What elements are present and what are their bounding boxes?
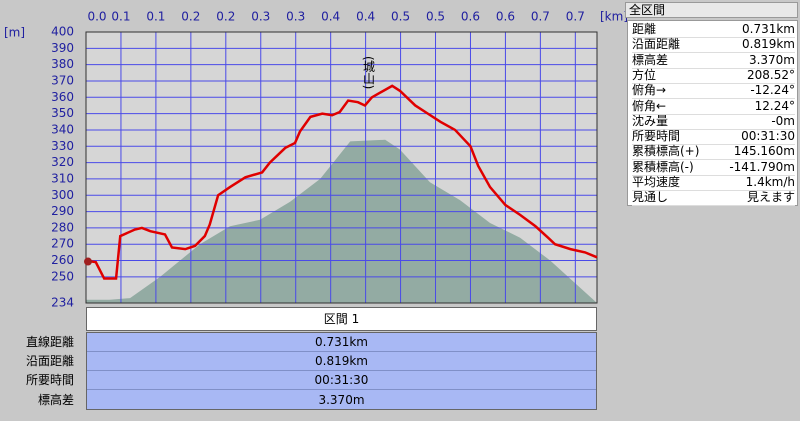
panel-label: 方位 [632, 68, 712, 84]
x-tick-label: 0.4 [356, 10, 375, 24]
y-tick-label: 300 [51, 188, 74, 202]
panel-value: 0.819km [712, 37, 795, 54]
peak-annotation: (城山) [362, 56, 376, 89]
x-tick-label: 0.6 [461, 10, 480, 24]
panel-label: 俯角→ [632, 83, 712, 100]
y-tick-label: 310 [51, 171, 74, 185]
x-tick-label: 0.3 [286, 10, 305, 24]
y-tick-label: 390 [51, 41, 74, 55]
panel-value: 12.24° [712, 99, 795, 115]
y-tick-label: 250 [51, 269, 74, 283]
start-marker [84, 257, 92, 266]
panel-label: 所要時間 [632, 129, 712, 146]
x-tick-label: 0.0 [87, 10, 106, 24]
panel-value: 208.52° [712, 68, 795, 84]
y-tick-label: 330 [51, 139, 74, 153]
x-tick-label: 0.4 [321, 10, 340, 24]
y-tick-label: 320 [51, 155, 74, 169]
y-tick-label: 260 [51, 253, 74, 267]
section-label: 直線距離 [25, 335, 74, 349]
panel-label: 見通し [632, 190, 712, 207]
section-label: 沿面距離 [25, 354, 74, 369]
y-tick-label: 340 [51, 122, 74, 136]
panel-label: 俯角← [632, 99, 712, 115]
panel-label: 標高差 [632, 53, 712, 69]
y-tick-label: 380 [51, 57, 74, 71]
panel-value: 見えます [712, 190, 795, 207]
terrain-area [86, 139, 597, 303]
panel-value: -0m [712, 114, 795, 130]
panel-value: 0.731km [712, 22, 795, 38]
panel-value: -141.790m [712, 160, 795, 176]
x-tick-label: 0.1 [111, 10, 130, 24]
section-value: 3.370m [318, 392, 365, 407]
panel-label: 沿面距離 [632, 37, 712, 54]
y-tick-label: 270 [51, 237, 74, 251]
panel-label: 累積標高(+) [632, 144, 712, 161]
section-value: 00:31:30 [87, 371, 596, 391]
panel-value: -12.24° [712, 83, 795, 100]
section-value: 0.819km [87, 352, 596, 372]
elevation-line [85, 84, 598, 280]
x-tick-label: 0.3 [251, 10, 270, 24]
y-tick-label: 350 [51, 106, 74, 120]
x-tick-label: 0.5 [391, 10, 410, 24]
panel-label: 平均速度 [632, 175, 712, 191]
section-title: 区間 1 [86, 307, 597, 331]
x-axis-label: [km] [600, 10, 628, 24]
y-axis-label: [m] [4, 26, 25, 40]
panel-value: 145.160m [712, 144, 795, 161]
y-tick-label: 370 [51, 73, 74, 87]
section-label: 標高差 [37, 392, 74, 407]
section-label: 所要時間 [25, 373, 74, 388]
panel-value: 3.370m [712, 53, 795, 69]
panel-label: 累積標高(-) [632, 160, 712, 176]
y-tick-label: 360 [51, 90, 74, 104]
x-tick-label: 0.7 [531, 10, 550, 24]
section-value: 0.731km [87, 333, 596, 352]
y-tick-label: 400 [51, 25, 74, 39]
panel-title: 全区間 [625, 2, 798, 18]
x-tick-label: 0.6 [496, 10, 515, 24]
x-tick-label: 0.5 [426, 10, 445, 24]
y-tick-label: 290 [51, 204, 74, 218]
panel-label: 沈み量 [632, 114, 712, 130]
y-tick-label: 234 [51, 296, 74, 310]
panel-value: 00:31:30 [712, 129, 795, 146]
panel-label: 距離 [632, 22, 712, 38]
x-tick-label: 0.1 [146, 10, 165, 24]
y-tick-label: 280 [51, 220, 74, 234]
plot-border [85, 31, 598, 304]
x-tick-label: 0.2 [216, 10, 235, 24]
panel-value: 1.4km/h [712, 175, 795, 191]
x-tick-label: 0.2 [181, 10, 200, 24]
x-tick-label: 0.7 [566, 10, 585, 24]
